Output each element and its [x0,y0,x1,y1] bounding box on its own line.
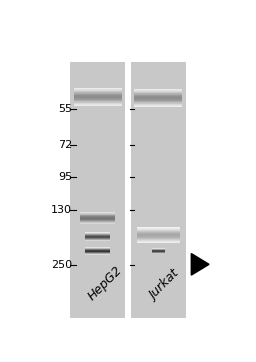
Bar [134,93,183,94]
Bar [80,221,115,222]
Bar [73,89,122,90]
Bar [137,235,180,236]
Bar [134,97,183,98]
Bar [134,104,183,105]
Bar [137,233,180,234]
Text: Jurkat: Jurkat [147,268,182,303]
Bar [137,242,180,243]
Text: 130: 130 [51,205,72,215]
Bar [80,222,115,223]
Bar [73,91,122,92]
Bar [137,229,180,230]
Bar [134,91,183,92]
Bar [73,103,122,104]
Bar [80,223,115,224]
Bar [134,98,183,99]
Bar [137,232,180,233]
Text: 72: 72 [58,140,72,150]
Bar [134,99,183,100]
Bar [134,96,183,97]
Bar [134,92,183,93]
FancyBboxPatch shape [70,63,125,317]
Bar [134,90,183,91]
Bar [137,231,180,232]
Bar [134,105,183,106]
Bar [73,98,122,99]
Bar [73,100,122,101]
Bar [137,239,180,240]
Text: HepG2: HepG2 [86,264,125,303]
Bar [137,227,180,228]
Bar [134,103,183,104]
Bar [73,96,122,97]
Bar [137,236,180,237]
Bar [80,215,115,216]
Bar [80,218,115,219]
Bar [80,212,115,213]
Bar [134,100,183,101]
Bar [73,102,122,103]
Bar [73,99,122,100]
Bar [137,241,180,242]
Bar [73,88,122,89]
Bar [73,92,122,93]
Bar [137,240,180,241]
Text: 250: 250 [51,260,72,270]
Bar [134,102,183,103]
Bar [80,219,115,220]
Bar [137,237,180,238]
Bar [134,95,183,96]
Bar [137,234,180,235]
Bar [137,230,180,231]
Text: 95: 95 [58,172,72,182]
Bar [80,211,115,212]
Bar [73,101,122,102]
Polygon shape [191,253,209,275]
Bar [137,228,180,229]
Text: 55: 55 [58,104,72,114]
Bar [73,105,122,106]
Bar [73,104,122,105]
Bar [73,97,122,98]
Bar [73,90,122,91]
Bar [73,94,122,95]
Bar [134,101,183,102]
Bar [80,216,115,217]
Bar [73,95,122,96]
Bar [137,238,180,239]
Bar [134,106,183,107]
FancyBboxPatch shape [131,63,186,317]
Bar [80,220,115,221]
Bar [80,217,115,218]
Bar [134,89,183,90]
Bar [134,94,183,95]
Bar [73,93,122,94]
Bar [80,213,115,214]
Bar [80,214,115,215]
